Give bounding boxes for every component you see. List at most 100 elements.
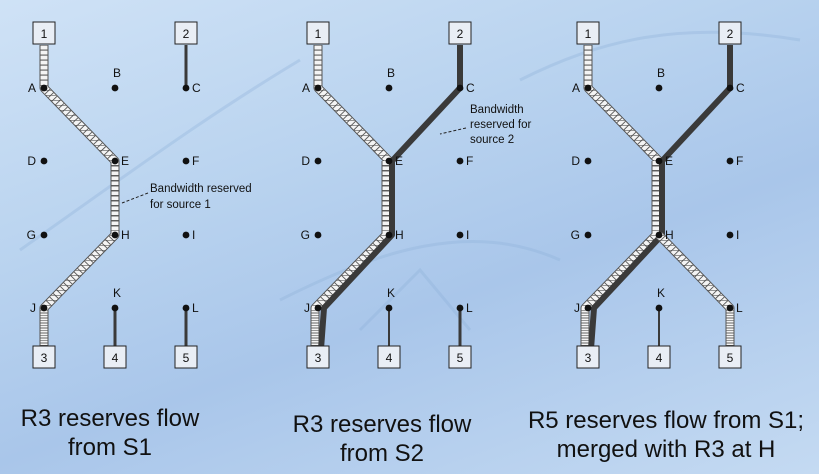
host-box-2: [718, 21, 742, 45]
rung: [69, 113, 75, 120]
rung: [613, 113, 619, 120]
router-node-d: [314, 157, 322, 165]
rung: [48, 92, 54, 98]
rung: [620, 121, 626, 127]
router-node-l: [182, 304, 190, 312]
node-label-h: H: [395, 228, 404, 242]
host-box-5: [174, 345, 198, 369]
rung: [627, 128, 633, 134]
rung: [691, 268, 697, 274]
annotation-text: Bandwidth reserved: [150, 183, 252, 195]
rung: [341, 275, 347, 281]
rung: [593, 293, 600, 299]
rung: [357, 128, 363, 134]
rung: [588, 88, 595, 95]
rung: [55, 99, 61, 106]
node-label-k: K: [657, 286, 665, 300]
host-box-1: [306, 21, 330, 45]
rung: [708, 286, 715, 292]
rung: [316, 300, 323, 306]
annotation-text: source 2: [470, 134, 514, 146]
caption-line: R3 reserves flow: [292, 411, 472, 438]
host-box-3: [576, 345, 600, 369]
rung: [360, 131, 367, 138]
node-label-i: I: [466, 228, 469, 242]
rung: [351, 264, 358, 271]
rung: [108, 235, 115, 242]
caption-line: from S1: [67, 434, 153, 461]
reserved-path-source-1: [39, 45, 120, 349]
rung: [606, 106, 612, 113]
rung: [44, 88, 51, 95]
host-label-2: 2: [457, 27, 464, 41]
rung: [332, 103, 339, 109]
rung: [73, 271, 80, 278]
node-label-b: B: [387, 66, 395, 80]
rung: [70, 275, 76, 281]
node-label-j: J: [304, 301, 310, 315]
rung: [65, 110, 72, 116]
rung: [98, 246, 104, 253]
router-node-h: [111, 231, 119, 239]
host-label-1: 1: [585, 27, 592, 41]
multicast-reservation-diagram: A B C D E F G H I J K L 1 2 3 4 5 Bandwidth reserved for s…: [19, 21, 801, 369]
rung: [602, 103, 609, 109]
host-box-3: [306, 345, 330, 369]
rung: [336, 106, 342, 113]
rung: [96, 142, 103, 149]
caption-line: merged with R3 at H: [556, 436, 776, 463]
host-label-4: 4: [386, 351, 393, 365]
node-label-c: C: [736, 81, 745, 95]
router-node-a: [314, 84, 322, 92]
rung: [334, 282, 341, 288]
network-panel-3: A B C D E F G H I J K L 1 2 3 4 5: [571, 21, 745, 369]
rung: [647, 149, 654, 156]
host-label-5: 5: [727, 351, 734, 365]
rung: [101, 242, 108, 249]
rung: [322, 92, 328, 98]
node-label-g: G: [27, 228, 36, 242]
node-label-k: K: [387, 286, 395, 300]
router-node-f: [456, 157, 464, 165]
host-label-3: 3: [315, 351, 322, 365]
host-box-5: [448, 345, 472, 369]
node-label-g: G: [571, 228, 580, 242]
router-node-a: [40, 84, 48, 92]
rung: [350, 121, 356, 127]
node-label-e: E: [395, 154, 403, 168]
rung: [320, 296, 327, 303]
rung: [374, 146, 381, 152]
router-node-e: [111, 157, 119, 165]
rung: [327, 289, 334, 296]
caption-panel-3: R5 reserves flow from S1; merged with R3…: [516, 406, 816, 464]
router-node-i: [456, 231, 464, 239]
rung: [86, 131, 93, 138]
rung: [330, 286, 337, 292]
rung: [618, 268, 624, 274]
node-label-h: H: [665, 228, 674, 242]
rung: [623, 124, 630, 131]
reserved-path-source-1-lower-fill: [581, 161, 660, 349]
host-box-4: [377, 345, 401, 369]
node-label-a: A: [572, 81, 580, 95]
node-label-a: A: [28, 81, 36, 95]
caption-panel-2: R3 reserves flow from S2: [252, 410, 512, 468]
rung: [339, 110, 346, 116]
rung: [590, 296, 597, 303]
caption-line: R3 reserves flow: [20, 405, 200, 432]
host-label-3: 3: [585, 351, 592, 365]
router-node-a: [584, 84, 592, 92]
node-label-l: L: [192, 301, 199, 315]
rung: [367, 139, 374, 145]
rung: [45, 300, 52, 306]
rung: [694, 271, 701, 278]
rung: [59, 286, 66, 292]
reserved-path-source-2: [318, 45, 463, 350]
rung: [651, 153, 658, 159]
rung: [105, 239, 111, 245]
node-label-i: I: [736, 228, 739, 242]
rung: [103, 149, 110, 156]
rung: [715, 293, 722, 299]
merged-reservation-h-5: [655, 231, 735, 349]
